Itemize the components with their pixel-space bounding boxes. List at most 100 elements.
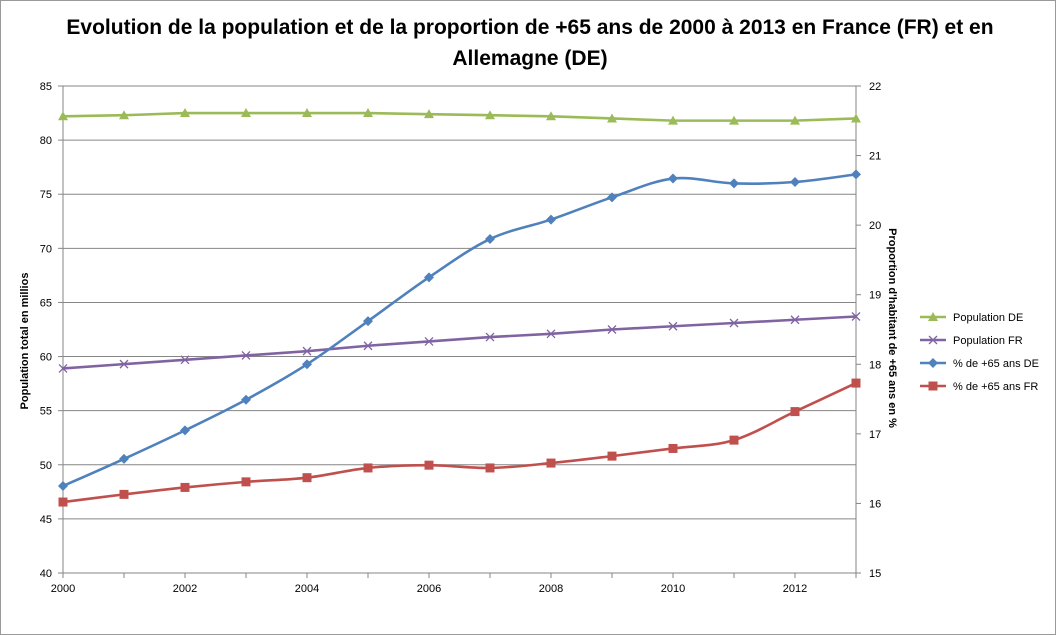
series-de-65-ans-fr (58, 378, 861, 507)
data-point (546, 214, 556, 225)
series-line (62, 315, 857, 370)
data-point (119, 453, 129, 464)
y-left-tick-label: 50 (40, 460, 52, 472)
data-point (851, 113, 861, 123)
data-point (58, 111, 68, 121)
data-point (729, 178, 739, 189)
data-point (119, 359, 129, 369)
legend-item: % de +65 ans FR (920, 381, 1038, 393)
y-axis-right-label: Proportion d'habitant de +65 ans en % (886, 228, 898, 428)
y-right-tick-label: 22 (869, 81, 881, 93)
data-point (302, 473, 312, 483)
data-point (790, 315, 800, 325)
data-point (424, 460, 434, 470)
x-tick-label: 2000 (51, 583, 75, 595)
data-point (485, 110, 495, 120)
legend-item: Population FR (920, 335, 1023, 347)
y-right-tick-label: 15 (869, 568, 881, 580)
data-point (58, 497, 68, 507)
data-point (424, 272, 434, 283)
data-point (607, 451, 617, 461)
data-point (729, 435, 739, 445)
data-point (58, 481, 68, 492)
data-point (668, 443, 678, 453)
y-left-tick-label: 85 (40, 81, 52, 93)
data-point (607, 325, 617, 334)
y-right-tick-label: 18 (869, 359, 881, 371)
legend-label: % de +65 ans DE (953, 358, 1039, 370)
data-point (729, 115, 739, 125)
legend-item: % de +65 ans DE (920, 358, 1039, 370)
data-point (241, 108, 251, 118)
x-tick-label: 2010 (661, 583, 685, 595)
data-point (241, 351, 251, 360)
y-right-tick-label: 17 (869, 429, 881, 441)
data-point (485, 463, 495, 473)
grid-lines (63, 85, 856, 574)
data-point (790, 177, 800, 188)
legend-marker (928, 335, 938, 345)
data-point (790, 115, 800, 125)
x-tick-label: 2002 (173, 583, 197, 595)
data-point (546, 111, 556, 121)
data-point (851, 169, 861, 180)
data-point (729, 318, 739, 328)
legend: Population DE Population FR % de +65 ans D… (920, 312, 1039, 393)
data-point (180, 425, 190, 436)
x-tick-label: 2004 (295, 583, 319, 595)
data-point (302, 108, 312, 118)
data-point (363, 341, 373, 351)
data-point (180, 482, 190, 492)
legend-label: Population DE (953, 312, 1023, 324)
data-point (485, 332, 495, 342)
data-point (668, 321, 678, 331)
data-point (119, 489, 129, 499)
data-point (546, 329, 556, 339)
legend-label: % de +65 ans FR (953, 381, 1038, 393)
y-left-tick-label: 40 (40, 568, 52, 580)
x-tick-label: 2008 (539, 583, 563, 595)
data-point (119, 110, 129, 120)
y-left-tick-label: 45 (40, 514, 52, 526)
y-right-tick-label: 21 (869, 151, 881, 163)
data-point (485, 234, 495, 245)
x-tick-label: 2006 (417, 583, 441, 595)
legend-marker (928, 358, 938, 368)
legend-marker (928, 312, 938, 321)
series-layer (58, 108, 861, 507)
y-left-tick-label: 80 (40, 135, 52, 147)
data-point (58, 364, 68, 373)
legend-label: Population FR (953, 335, 1023, 347)
data-point (546, 458, 556, 468)
series-population-fr (58, 312, 861, 373)
data-point (790, 407, 800, 417)
y-right-tick-label: 20 (869, 220, 881, 232)
legend-marker (928, 381, 938, 391)
data-point (302, 359, 312, 370)
y-left-tick-label: 70 (40, 243, 52, 255)
y-left-tick-label: 55 (40, 406, 52, 418)
data-point (241, 477, 251, 487)
y-right-tick-label: 16 (869, 498, 881, 510)
legend-item: Population DE (920, 312, 1023, 324)
chart-title: Evolution de la population et de la prop… (66, 16, 994, 70)
data-point (363, 108, 373, 118)
data-point (851, 378, 861, 388)
y-right-tick-label: 19 (869, 290, 881, 302)
series-de-65-ans-de (58, 169, 861, 492)
y-left-tick-label: 65 (40, 297, 52, 309)
data-point (180, 108, 190, 118)
data-point (607, 113, 617, 123)
data-point (607, 192, 617, 203)
series-line (62, 111, 857, 122)
data-point (363, 316, 373, 327)
data-point (302, 346, 312, 356)
x-tick-label: 2012 (783, 583, 807, 595)
series-population-de (58, 108, 861, 125)
data-point (668, 173, 678, 184)
data-point (424, 109, 434, 119)
axes: 40 45 50 55 60 65 70 75 80 85 15 16 17 18 19 20 21 22 2000… (40, 81, 882, 595)
data-point (851, 312, 861, 321)
